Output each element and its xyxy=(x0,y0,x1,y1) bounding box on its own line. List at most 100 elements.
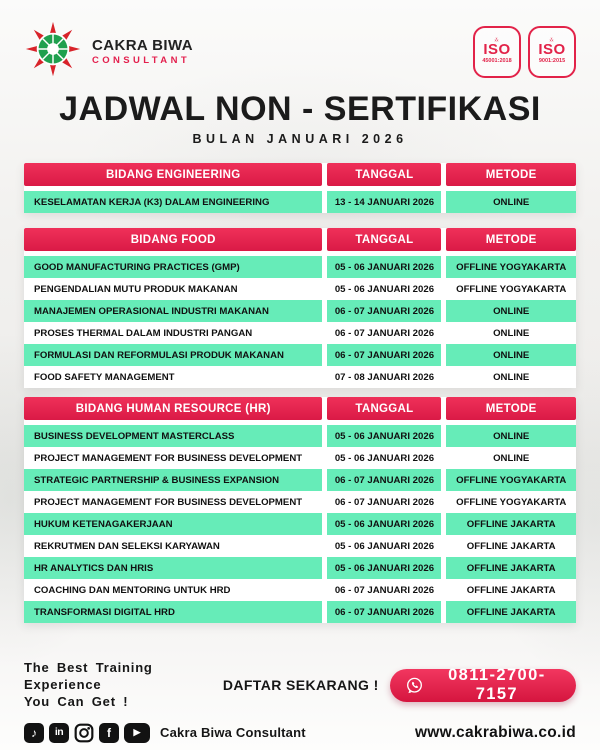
metode-header: METODE xyxy=(446,397,576,421)
course-name-cell: TRANSFORMASI DIGITAL HRD xyxy=(24,601,323,624)
bidang-header: BIDANG FOOD xyxy=(24,228,323,252)
metode-cell: ONLINE xyxy=(446,344,576,367)
table-food: BIDANG FOOD TANGGAL METODE GOOD MANUFACT… xyxy=(24,228,576,389)
course-row: TRANSFORMASI DIGITAL HRD 06 - 07 JANUARI… xyxy=(24,601,576,624)
table-header-row: BIDANG HUMAN RESOURCE (HR) TANGGAL METOD… xyxy=(24,397,576,421)
tanggal-cell: 06 - 07 JANUARI 2026 xyxy=(327,579,442,602)
course-name-cell: BUSINESS DEVELOPMENT MASTERCLASS xyxy=(24,425,323,448)
course-row: PENGENDALIAN MUTU PRODUK MAKANAN 05 - 06… xyxy=(24,278,576,301)
table-human-resource: BIDANG HUMAN RESOURCE (HR) TANGGAL METOD… xyxy=(24,397,576,624)
course-name-cell: STRATEGIC PARTNERSHIP & BUSINESS EXPANSI… xyxy=(24,469,323,492)
page-subtitle: BULAN JANUARI 2026 xyxy=(192,132,408,147)
metode-cell: ONLINE xyxy=(446,447,576,470)
metode-cell: OFFLINE JAKARTA xyxy=(446,579,576,602)
course-name-cell: GOOD MANUFACTURING PRACTICES (GMP) xyxy=(24,256,323,279)
iso-9001-badge: ⁂ ISO 9001:2015 xyxy=(528,25,576,78)
course-row: FORMULASI DAN REFORMULASI PRODUK MAKANAN… xyxy=(24,344,576,367)
tanggal-cell: 06 - 07 JANUARI 2026 xyxy=(327,469,442,492)
metode-cell: ONLINE xyxy=(446,300,576,323)
tanggal-header: TANGGAL xyxy=(327,397,442,421)
course-name-cell: PROJECT MANAGEMENT FOR BUSINESS DEVELOPM… xyxy=(24,491,323,514)
course-name-cell: HR ANALYTICS DAN HRIS xyxy=(24,557,323,580)
iso-laurel-icon: ⁂ xyxy=(494,37,500,43)
linkedin-icon[interactable]: in xyxy=(49,722,69,743)
course-row: KESELAMATAN KERJA (K3) DALAM ENGINEERING… xyxy=(24,191,576,214)
tanggal-cell: 06 - 07 JANUARI 2026 xyxy=(327,601,442,624)
course-row: COACHING DAN MENTORING UNTUK HRD 06 - 07… xyxy=(24,579,576,602)
metode-cell: ONLINE xyxy=(446,425,576,448)
course-name-cell: REKRUTMEN DAN SELEKSI KARYAWAN xyxy=(24,535,323,558)
course-name-cell: PENGENDALIAN MUTU PRODUK MAKANAN xyxy=(24,278,323,301)
metode-cell: OFFLINE JAKARTA xyxy=(446,601,576,624)
course-name-cell: PROSES THERMAL DALAM INDUSTRI PANGAN xyxy=(24,322,323,345)
cakra-biwa-logo-icon xyxy=(24,20,82,83)
whatsapp-icon xyxy=(405,676,424,695)
table-engineering: BIDANG ENGINEERING TANGGAL METODE KESELA… xyxy=(24,163,576,214)
metode-header: METODE xyxy=(446,228,576,252)
footer: The Best Training Experience You Can Get… xyxy=(24,660,576,743)
course-row: STRATEGIC PARTNERSHIP & BUSINESS EXPANSI… xyxy=(24,469,576,492)
tanggal-cell: 13 - 14 JANUARI 2026 xyxy=(327,191,442,214)
tanggal-cell: 05 - 06 JANUARI 2026 xyxy=(327,425,442,448)
metode-cell: ONLINE xyxy=(446,322,576,345)
course-row: PROJECT MANAGEMENT FOR BUSINESS DEVELOPM… xyxy=(24,491,576,514)
course-row: HUKUM KETENAGAKERJAAN 05 - 06 JANUARI 20… xyxy=(24,513,576,536)
tanggal-cell: 05 - 06 JANUARI 2026 xyxy=(327,278,442,301)
tanggal-cell: 06 - 07 JANUARI 2026 xyxy=(327,300,442,323)
facebook-icon[interactable]: f xyxy=(99,722,119,743)
brand-block: CAKRA BIWA CONSULTANT xyxy=(24,20,193,83)
tanggal-header: TANGGAL xyxy=(327,228,442,252)
whatsapp-phone-button[interactable]: 0811-2700-7157 xyxy=(389,666,576,703)
course-row: PROJECT MANAGEMENT FOR BUSINESS DEVELOPM… xyxy=(24,447,576,470)
brand-text: CAKRA BIWA CONSULTANT xyxy=(92,37,193,66)
tanggal-cell: 07 - 08 JANUARI 2026 xyxy=(327,366,442,389)
course-name-cell: COACHING DAN MENTORING UNTUK HRD xyxy=(24,579,323,602)
bidang-header: BIDANG HUMAN RESOURCE (HR) xyxy=(24,397,323,421)
metode-cell: ONLINE xyxy=(446,366,576,389)
tanggal-cell: 05 - 06 JANUARI 2026 xyxy=(327,256,442,279)
metode-cell: OFFLINE YOGYAKARTA xyxy=(446,491,576,514)
title-block: JADWAL NON - SERTIFIKASI BULAN JANUARI 2… xyxy=(0,90,600,147)
course-name-cell: KESELAMATAN KERJA (K3) DALAM ENGINEERING xyxy=(24,191,323,214)
tanggal-cell: 05 - 06 JANUARI 2026 xyxy=(327,513,442,536)
course-name-cell: FOOD SAFETY MANAGEMENT xyxy=(24,366,323,389)
metode-cell: ONLINE xyxy=(446,191,576,214)
iso-word: ISO xyxy=(538,41,566,59)
metode-cell: OFFLINE JAKARTA xyxy=(446,513,576,536)
iso-45001-badge: ⁂ ISO 45001:2018 xyxy=(473,25,521,78)
tanggal-cell: 05 - 06 JANUARI 2026 xyxy=(327,535,442,558)
iso-laurel-icon: ⁂ xyxy=(549,37,555,43)
course-name-cell: HUKUM KETENAGAKERJAAN xyxy=(24,513,323,536)
footer-tagline: The Best Training Experience You Can Get… xyxy=(24,660,223,711)
bidang-header: BIDANG ENGINEERING xyxy=(24,163,323,187)
top-bar: CAKRA BIWA CONSULTANT ⁂ ISO 45001:2018 ⁂… xyxy=(0,0,600,83)
course-row: MANAJEMEN OPERASIONAL INDUSTRI MAKANAN 0… xyxy=(24,300,576,323)
website-link[interactable]: www.cakrabiwa.co.id xyxy=(414,723,576,741)
course-row: BUSINESS DEVELOPMENT MASTERCLASS 05 - 06… xyxy=(24,425,576,448)
youtube-icon[interactable]: ▶ xyxy=(124,722,150,743)
tanggal-cell: 06 - 07 JANUARI 2026 xyxy=(327,344,442,367)
metode-cell: OFFLINE YOGYAKARTA xyxy=(446,278,576,301)
tanggal-header: TANGGAL xyxy=(327,163,442,187)
course-row: REKRUTMEN DAN SELEKSI KARYAWAN 05 - 06 J… xyxy=(24,535,576,558)
tiktok-icon[interactable]: ♪ xyxy=(24,722,44,743)
course-row: PROSES THERMAL DALAM INDUSTRI PANGAN 06 … xyxy=(24,322,576,345)
cta-label: DAFTAR SEKARANG ! xyxy=(222,677,379,694)
table-body: KESELAMATAN KERJA (K3) DALAM ENGINEERING… xyxy=(24,191,576,214)
iso-word: ISO xyxy=(483,41,511,59)
brand-tagline: CONSULTANT xyxy=(92,55,191,66)
brand-name: CAKRA BIWA xyxy=(92,37,193,54)
social-caption: Cakra Biwa Consultant xyxy=(160,725,306,741)
instagram-icon[interactable] xyxy=(74,723,94,743)
course-name-cell: PROJECT MANAGEMENT FOR BUSINESS DEVELOPM… xyxy=(24,447,323,470)
course-row: HR ANALYTICS DAN HRIS 05 - 06 JANUARI 20… xyxy=(24,557,576,580)
tanggal-cell: 06 - 07 JANUARI 2026 xyxy=(327,322,442,345)
social-icons: ♪ in f ▶ xyxy=(24,722,150,743)
iso-code: 45001:2018 xyxy=(482,58,512,65)
tanggal-cell: 05 - 06 JANUARI 2026 xyxy=(327,447,442,470)
course-row: FOOD SAFETY MANAGEMENT 07 - 08 JANUARI 2… xyxy=(24,366,576,389)
table-header-row: BIDANG ENGINEERING TANGGAL METODE xyxy=(24,163,576,187)
metode-cell: OFFLINE JAKARTA xyxy=(446,557,576,580)
course-name-cell: FORMULASI DAN REFORMULASI PRODUK MAKANAN xyxy=(24,344,323,367)
